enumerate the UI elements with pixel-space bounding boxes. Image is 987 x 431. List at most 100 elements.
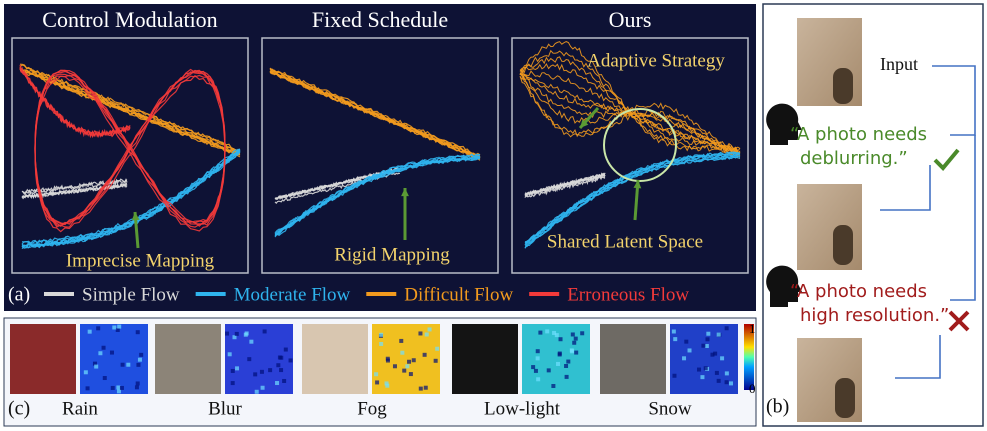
map-noise	[282, 378, 287, 383]
flow	[19, 66, 131, 138]
flow	[524, 151, 741, 243]
flow	[34, 74, 226, 233]
map-noise	[713, 351, 718, 356]
map-noise	[535, 356, 540, 361]
map-noise	[115, 327, 120, 332]
map-noise	[254, 389, 259, 394]
map-noise	[385, 356, 390, 361]
prompt-line: high resolution.”	[800, 305, 949, 326]
map-noise	[684, 339, 689, 344]
map-noise	[720, 356, 725, 361]
subpanel-title: Fixed Schedule	[312, 7, 448, 32]
annotation: Rigid Mapping	[334, 244, 450, 265]
map-noise	[714, 370, 719, 375]
map-noise	[117, 324, 122, 329]
map-noise	[700, 375, 705, 380]
map-noise	[230, 368, 235, 373]
subpanel-title: Ours	[609, 7, 652, 32]
map-noise	[706, 331, 711, 336]
connectors	[880, 65, 976, 379]
map-noise	[137, 357, 142, 362]
arrow-head	[131, 212, 140, 221]
flow	[524, 155, 741, 249]
annotation: Imprecise Mapping	[66, 250, 215, 271]
map-noise	[402, 368, 407, 373]
map-noise	[247, 357, 252, 362]
map-noise	[682, 356, 687, 361]
map-noise	[405, 364, 410, 369]
map-noise	[546, 368, 551, 373]
map-noise	[94, 364, 99, 369]
arrow-head	[633, 180, 642, 189]
map-noise	[716, 378, 721, 383]
flow	[34, 69, 226, 227]
map-noise	[136, 362, 141, 367]
map-noise	[262, 329, 267, 334]
panel-a-bg	[4, 4, 756, 311]
map-noise	[83, 370, 88, 375]
sample-image	[155, 324, 221, 394]
map-noise	[135, 381, 140, 386]
map-noise	[375, 380, 380, 385]
cross	[948, 310, 970, 332]
map-noise	[253, 372, 258, 377]
map-noise	[249, 339, 254, 344]
map-noise	[268, 368, 273, 373]
map-noise	[673, 337, 678, 342]
map-noise	[98, 351, 103, 356]
map-noise	[538, 330, 543, 335]
map-noise	[407, 359, 412, 364]
map-noise	[385, 383, 390, 388]
map-noise	[701, 343, 706, 348]
images	[797, 18, 862, 422]
annotation: Adaptive Strategy	[587, 50, 725, 71]
map-noise	[260, 385, 265, 390]
arrow-head	[580, 119, 589, 128]
map-noise	[558, 337, 563, 342]
flow	[21, 148, 241, 245]
flow	[21, 150, 241, 248]
map-noise	[552, 330, 557, 335]
map-noise	[85, 386, 90, 391]
map-noise	[427, 327, 432, 332]
map-noise	[545, 329, 550, 334]
subpanel-title: Control Modulation	[42, 7, 217, 32]
map-noise	[729, 381, 734, 386]
flow	[269, 68, 481, 158]
map-noise	[119, 385, 124, 390]
panel-a-label: (a)	[8, 284, 30, 306]
map-noise	[433, 358, 438, 363]
legend-label: Erroneous Flow	[567, 284, 689, 305]
flow	[519, 76, 741, 157]
map-noise	[379, 341, 384, 346]
map-noise	[533, 368, 538, 373]
map-noise	[422, 352, 427, 357]
map-noise	[418, 331, 423, 336]
map-noise	[110, 385, 115, 390]
colorbar-max: 1	[749, 321, 756, 336]
map-noise	[411, 358, 416, 363]
sample-image	[302, 324, 368, 394]
map-noise	[101, 345, 106, 350]
map-noise	[276, 363, 281, 368]
map-noise	[724, 326, 729, 331]
map-noise	[400, 350, 405, 355]
task-label: Fog	[357, 398, 387, 419]
legend-label: Simple Flow	[82, 284, 180, 305]
map-noise	[227, 352, 232, 357]
map-noise	[703, 366, 708, 371]
map-noise	[225, 331, 230, 336]
map-noise	[573, 336, 578, 341]
annotation: Shared Latent Space	[547, 231, 703, 252]
map-noise	[116, 385, 121, 390]
map-noise	[570, 332, 575, 337]
map-noise	[704, 344, 709, 349]
map-noise	[697, 367, 702, 372]
prompt-line: “A photo needs	[790, 124, 927, 145]
prompt-line: “A photo needs	[790, 281, 927, 302]
arrow-head	[401, 188, 409, 197]
map-noise	[724, 371, 729, 376]
map-noise	[96, 326, 101, 331]
map-noise	[423, 385, 428, 390]
